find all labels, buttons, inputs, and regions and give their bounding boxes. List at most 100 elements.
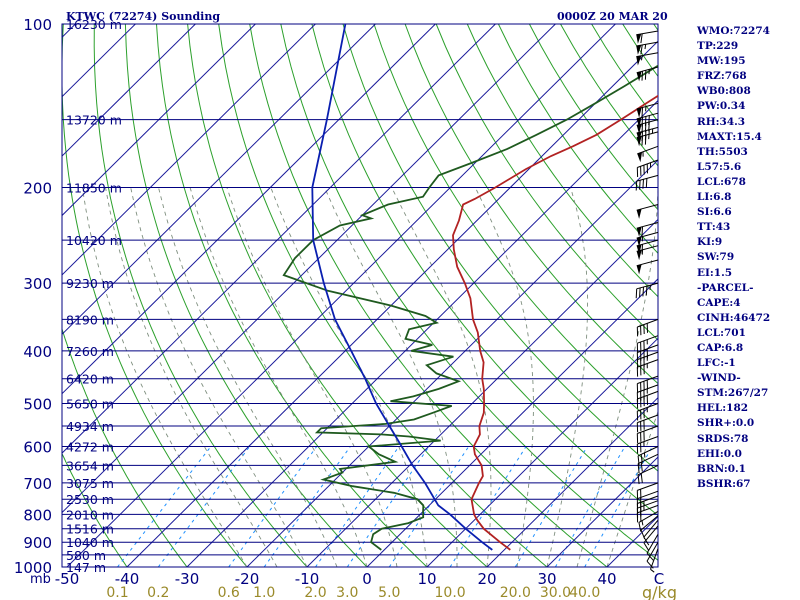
barb-pennant [636,45,642,55]
valid-time: 0000Z 20 MAR 20 [557,10,668,23]
wind-barb [636,41,659,55]
isotherm [62,24,376,336]
height-label: 10420 m [66,233,122,248]
wind-barb [637,453,659,474]
barb-staff [636,112,659,120]
temperature-unit-label: C [654,570,664,588]
moist-adiabat [576,187,658,567]
wind-barb [638,510,659,532]
barb-pennant [636,244,642,255]
barb-pennant [637,152,642,163]
index-value: TH:5503 [697,145,748,158]
wind-barb [636,425,659,444]
index-value: HEL:182 [697,402,749,415]
isotherm [246,159,658,567]
temperature-tick-label: 30 [537,570,556,588]
barb-pennant [636,33,642,44]
wind-barb [636,359,659,377]
temperature-tick-label: 0 [362,570,372,588]
index-value: -PARCEL- [697,281,754,294]
index-value: LCL:678 [697,175,746,188]
wind-barb [643,519,659,546]
wind-barb [636,66,659,82]
isotherm [62,24,316,276]
barb-flag [645,286,648,296]
height-label: 2530 m [66,492,114,507]
mixing-ratio-tick-label: 10.0 [435,585,466,600]
barb-flag [644,70,647,80]
barb-staff [637,425,659,434]
barb-staff [646,533,659,554]
height-label: 3075 m [66,476,114,491]
isotherm [186,99,658,567]
height-label: 580 m [66,548,106,563]
index-value: BRN:0.1 [697,462,746,475]
wind-barb [636,390,659,409]
isotherm [62,24,196,157]
temperature-line [452,94,658,551]
barb-staff [636,239,659,247]
barb-flag [639,180,641,190]
barb-staff [637,375,659,385]
barb-flag [645,178,648,188]
barb-staff [636,66,659,74]
barb-pennant [636,117,642,128]
height-label: 4934 m [66,419,114,434]
pressure-tick-label: 300 [23,275,52,293]
barb-staff [636,131,659,139]
temperature-tick-label: -30 [175,570,200,588]
barb-staff [643,519,659,538]
index-value: PW:0.34 [697,100,746,113]
barb-staff [636,174,659,182]
barb-staff [636,119,659,126]
barb-pennant [636,208,642,219]
height-label: 1516 m [66,522,114,537]
barb-staff [637,504,659,514]
moist-adiabat [189,187,368,567]
wind-barb [636,259,659,275]
index-value: CINH:46472 [697,311,771,324]
isotherm [366,278,658,567]
index-value: EI:1.5 [697,266,733,279]
index-value: SI:6.6 [697,206,732,219]
barb-staff [637,482,659,491]
index-value: TT:43 [697,221,731,234]
temperature-tick-label: -20 [235,570,260,588]
barb-flag [644,135,647,145]
barb-staff [637,495,659,504]
barb-flag [643,536,650,546]
wind-barb [637,464,659,485]
index-value: MAXT:15.4 [697,130,762,143]
mixing-ratio-line [388,446,470,567]
mixing-ratio-tick-label: 1.0 [253,585,275,600]
barb-flag [640,33,643,44]
barb-staff [637,414,659,424]
wind-barb [643,525,659,552]
barb-staff [637,335,659,344]
barb-staff [640,515,659,531]
index-value: WMO:72274 [697,25,770,37]
pressure-tick-label: 600 [23,439,52,457]
barb-staff [636,245,659,252]
index-value: SHR+:0.0 [697,417,755,430]
wind-barb [650,548,659,573]
isotherm [306,218,658,567]
index-value: SRDS:78 [697,432,749,445]
isotherm [62,24,436,395]
pressure-tick-label: 800 [23,506,52,524]
moist-adiabat [270,187,428,567]
wind-barb [635,282,659,299]
barb-flag [641,107,643,118]
barb-flag [643,542,650,552]
barb-pennant [636,71,642,82]
index-value: RH:34.3 [697,115,746,128]
wind-barb [636,504,659,523]
barb-staff [637,500,659,509]
height-label: 5650 m [66,397,114,412]
isotherms [62,24,658,567]
isotherm [62,24,496,454]
mixing-ratio-tick-label: 40.0 [569,585,600,600]
barb-half-flag [650,568,655,573]
wind-barb [646,541,659,569]
index-value: LFC:-1 [697,357,736,370]
